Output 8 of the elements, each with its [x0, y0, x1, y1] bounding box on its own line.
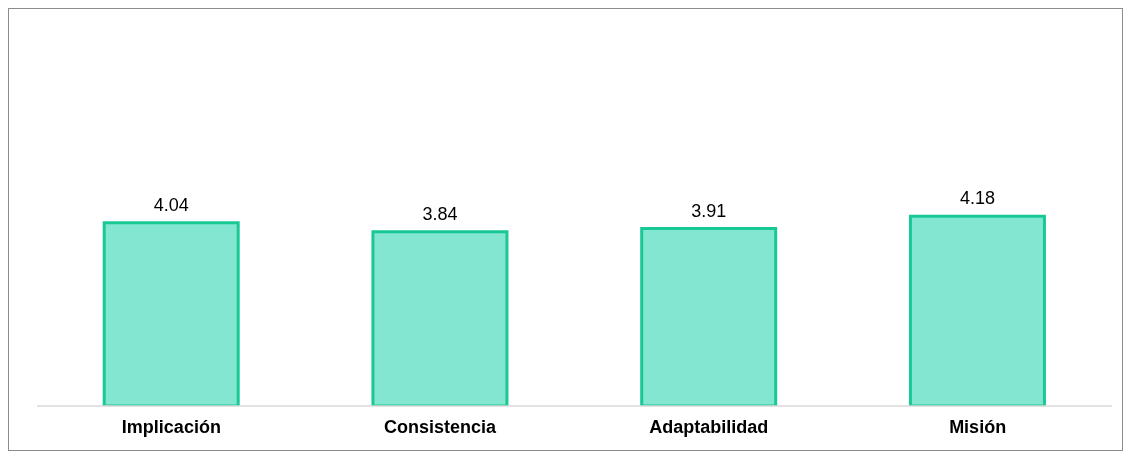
x-tick-label: Adaptabilidad	[649, 416, 769, 437]
x-tick-label: Consistencia	[384, 416, 498, 437]
data-label: 4.04	[153, 194, 189, 215]
data-label: 3.84	[422, 203, 458, 224]
x-tick-label: Misión	[949, 416, 1007, 437]
data-label: 4.18	[959, 188, 995, 209]
x-tick-label: Implicación	[121, 416, 221, 437]
data-label: 3.91	[691, 200, 727, 221]
